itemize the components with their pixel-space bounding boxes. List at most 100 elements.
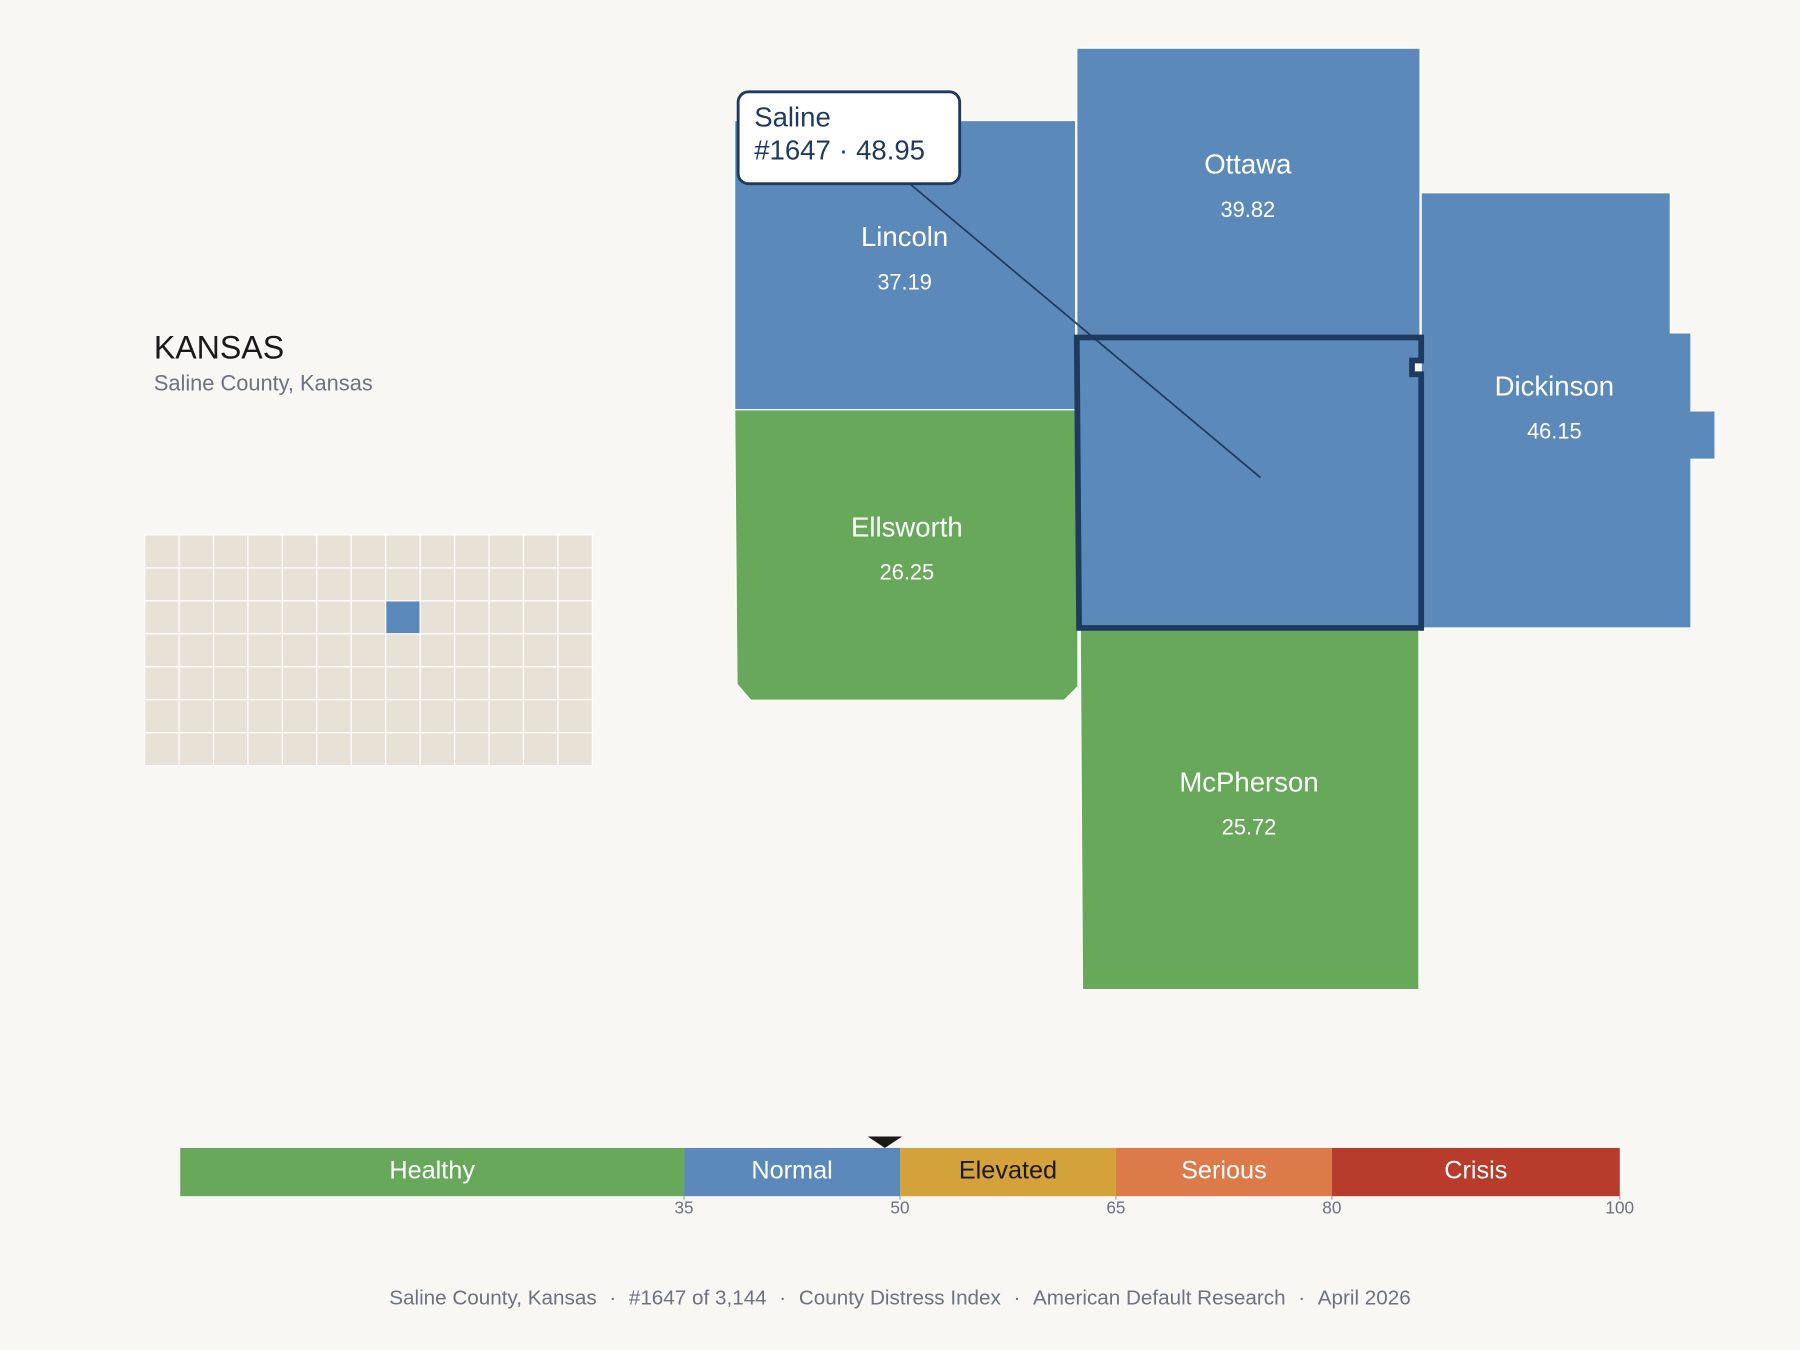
county-mini bbox=[488, 699, 525, 734]
county-mini bbox=[144, 567, 180, 602]
county-mini bbox=[488, 534, 525, 569]
county-mini bbox=[522, 633, 559, 668]
county-mini bbox=[557, 600, 593, 635]
county-mini bbox=[522, 666, 559, 701]
county-name: Lincoln bbox=[861, 221, 948, 252]
county-mini bbox=[454, 699, 490, 734]
footer-item: Saline County, Kansas bbox=[389, 1287, 596, 1310]
county-mini bbox=[419, 600, 456, 635]
state-minimap bbox=[144, 534, 593, 767]
county-mini bbox=[212, 699, 249, 734]
county-value: 39.82 bbox=[1221, 197, 1276, 222]
footer-item: #1647 of 3,144 bbox=[629, 1287, 767, 1310]
county-mini bbox=[454, 633, 490, 668]
county-mini bbox=[281, 633, 318, 668]
county-mini bbox=[522, 567, 559, 602]
county-mini bbox=[144, 699, 180, 734]
county-mini bbox=[454, 567, 490, 602]
county-mini bbox=[350, 600, 387, 635]
county-mini bbox=[247, 666, 283, 701]
county-mini bbox=[281, 699, 318, 734]
county-mini bbox=[557, 699, 593, 734]
county-mini bbox=[212, 534, 249, 569]
tooltip-part: #1647 bbox=[754, 135, 831, 166]
county-mini bbox=[454, 534, 490, 569]
legend-band bbox=[684, 1147, 900, 1197]
county-mini bbox=[212, 732, 249, 767]
tooltip-part: · bbox=[839, 135, 848, 166]
county-mini bbox=[316, 732, 352, 767]
state-title: KANSAS bbox=[154, 330, 284, 366]
tooltip-detail: #1647 · 48.95 bbox=[754, 135, 925, 166]
county-name: Ottawa bbox=[1204, 149, 1292, 180]
footer-item: American Default Research bbox=[1033, 1287, 1286, 1310]
county-mini bbox=[419, 534, 456, 569]
county-mini bbox=[144, 600, 180, 635]
county-mini bbox=[488, 732, 525, 767]
county-mini bbox=[281, 666, 318, 701]
county-name: Ellsworth bbox=[851, 511, 963, 542]
tooltip-part: 48.95 bbox=[856, 135, 925, 166]
footer-separator: · bbox=[1298, 1287, 1305, 1310]
county-mini bbox=[281, 732, 318, 767]
legend-band-label: Healthy bbox=[389, 1157, 475, 1185]
county-mini bbox=[385, 699, 421, 734]
county-mini bbox=[212, 600, 249, 635]
legend-band-label: Normal bbox=[751, 1157, 832, 1185]
county-mini bbox=[385, 534, 421, 569]
legend-marker bbox=[867, 1136, 903, 1148]
footer: Saline County, Kansas · #1647 of 3,144 · Cou… bbox=[389, 1287, 1411, 1310]
county-mini bbox=[212, 567, 249, 602]
county-mini bbox=[144, 633, 180, 668]
county bbox=[734, 409, 1079, 701]
county-mini bbox=[144, 534, 180, 569]
county-mini bbox=[522, 534, 559, 569]
county-value: 46.15 bbox=[1527, 419, 1582, 444]
county-mini bbox=[247, 732, 283, 767]
county-mini bbox=[247, 699, 283, 734]
county-mini bbox=[350, 534, 387, 569]
footer-separator: · bbox=[779, 1287, 786, 1310]
legend-tick-label: 100 bbox=[1605, 1197, 1634, 1217]
county-mini bbox=[557, 534, 593, 569]
legend-band-label: Elevated bbox=[959, 1157, 1057, 1185]
county-mini bbox=[350, 732, 387, 767]
county-mini bbox=[488, 633, 525, 668]
county-mini bbox=[385, 732, 421, 767]
county-mini bbox=[350, 666, 387, 701]
legend: Healthy Normal Elevated Serious Crisis 35 50 65… bbox=[180, 1136, 1634, 1217]
county-mini bbox=[522, 732, 559, 767]
county-name: Dickinson bbox=[1495, 370, 1614, 401]
county-mini bbox=[488, 600, 525, 635]
county-mini bbox=[419, 666, 456, 701]
county-mini bbox=[557, 732, 593, 767]
county-mini bbox=[178, 534, 215, 569]
county-mini bbox=[385, 666, 421, 701]
county-mini bbox=[522, 600, 559, 635]
county-mini bbox=[454, 600, 490, 635]
footer-item: County Distress Index bbox=[799, 1287, 1002, 1310]
state-subtitle: Saline County, Kansas bbox=[154, 370, 373, 395]
county-mini bbox=[316, 633, 352, 668]
county-mini bbox=[178, 633, 215, 668]
county-mini bbox=[557, 666, 593, 701]
county bbox=[1420, 192, 1716, 629]
county bbox=[1079, 627, 1420, 991]
county-mini bbox=[316, 699, 352, 734]
county-value: 25.72 bbox=[1222, 815, 1277, 840]
footer-separator: · bbox=[609, 1287, 616, 1310]
county-mini bbox=[522, 699, 559, 734]
county-mini bbox=[212, 666, 249, 701]
county-mini bbox=[316, 567, 352, 602]
county-mini bbox=[247, 534, 283, 569]
selected-county bbox=[1073, 334, 1425, 631]
county-mini bbox=[247, 567, 283, 602]
county-map: Lincoln 37.19 Ottawa 39.82 Dickinson 46.15 Ell… bbox=[734, 47, 1716, 991]
legend-band-label: Serious bbox=[1181, 1157, 1267, 1185]
county-mini bbox=[419, 732, 456, 767]
county-mini bbox=[419, 699, 456, 734]
county-mini bbox=[144, 666, 180, 701]
legend-tick-label: 65 bbox=[1106, 1197, 1125, 1217]
legend-tick-label: 35 bbox=[674, 1197, 693, 1217]
